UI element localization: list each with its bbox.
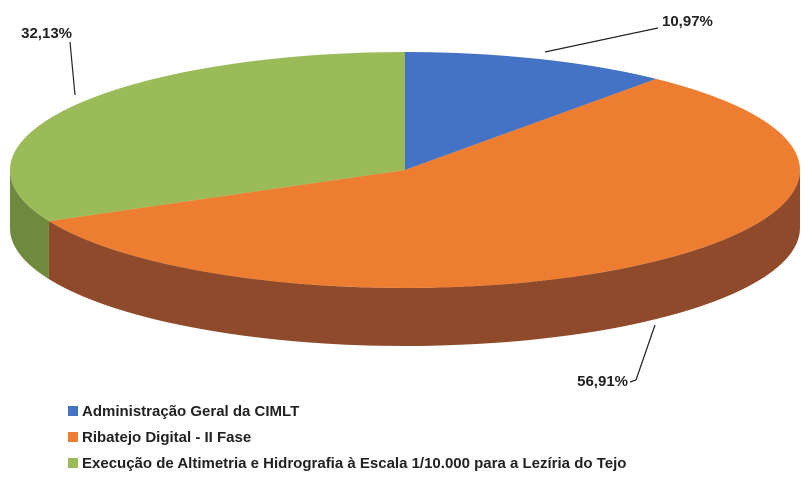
data-label: 56,91% [577,373,628,390]
legend-swatch [68,432,78,442]
pie-side [9,170,49,280]
data-label: 32,13% [21,25,72,42]
leader-line [544,27,659,53]
leader-line [629,379,637,383]
legend-swatch [68,458,78,468]
legend-label: Administração Geral da CIMLT [82,403,299,420]
pie-slice [405,52,657,170]
leader-line [635,324,656,381]
pie-side [48,170,800,347]
pie-slice [9,52,406,222]
legend-label: Execução de Altimetria e Hidrografia à E… [82,455,626,472]
leader-line [69,41,76,96]
pie-slice [48,78,800,288]
data-label: 10,97% [662,13,713,30]
legend-label: Ribatejo Digital - II Fase [82,429,251,446]
legend-swatch [68,406,78,416]
